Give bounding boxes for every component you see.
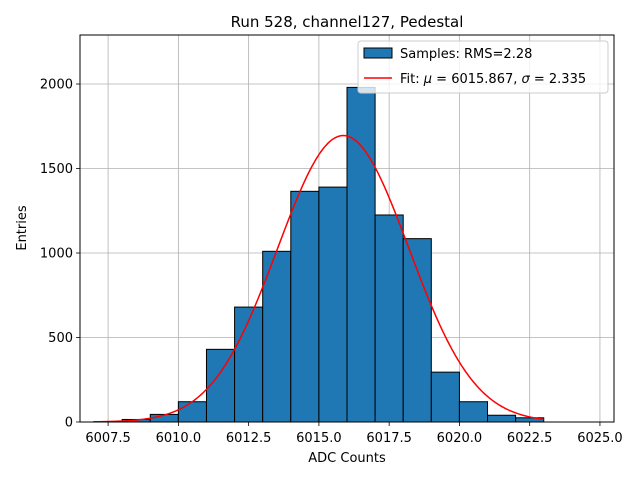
histogram-bars (93, 86, 545, 423)
x-tick-label: 6015.0 (296, 431, 342, 446)
y-tick-label: 1500 (40, 162, 73, 177)
x-axis-ticks: 6007.5 6010.0 6012.5 6015.0 6017.5 6020.0 6022… (85, 422, 623, 446)
y-tick-label: 1000 (40, 247, 73, 262)
plot-frame (79, 34, 615, 423)
histogram-bar (402, 238, 432, 423)
legend: Samples: RMS=2.28 Fit: μ = 6015.867, σ =… (357, 40, 609, 94)
histogram-bar (458, 401, 489, 423)
legend-box (357, 40, 609, 94)
histogram-bar (430, 371, 460, 423)
y-tick-label: 2000 (40, 78, 73, 93)
x-tick-label: 6022.5 (507, 431, 553, 446)
legend-samples-label: Samples: RMS=2.28 (400, 47, 532, 62)
y-axis-label: Entries (15, 205, 30, 251)
fit-curve (94, 134, 544, 423)
x-tick-label: 6010.0 (156, 431, 202, 446)
legend-samples-swatch (363, 47, 393, 59)
histogram-bar (374, 214, 404, 423)
histogram-bar (318, 186, 348, 423)
histogram-bar (290, 190, 320, 423)
y-tick-label: 0 (65, 416, 73, 431)
x-tick-label: 6017.5 (366, 431, 412, 446)
histogram-bar (234, 306, 264, 423)
y-axis-ticks: 0 500 1000 1500 2000 (40, 78, 80, 431)
x-tick-label: 6025.0 (577, 431, 623, 446)
histogram-bar (177, 401, 207, 423)
x-tick-label: 6007.5 (85, 431, 131, 446)
legend-fit-label: Fit: μ = 6015.867, σ = 2.335 (400, 72, 586, 87)
y-tick-label: 500 (48, 331, 73, 346)
x-tick-label: 6020.0 (437, 431, 483, 446)
fit-curve-line (94, 134, 544, 423)
x-axis-label: ADC Counts (308, 451, 386, 466)
histogram-bar (487, 414, 517, 423)
x-tick-label: 6012.5 (226, 431, 272, 446)
chart-title: Run 528, channel127, Pedestal (231, 13, 464, 31)
